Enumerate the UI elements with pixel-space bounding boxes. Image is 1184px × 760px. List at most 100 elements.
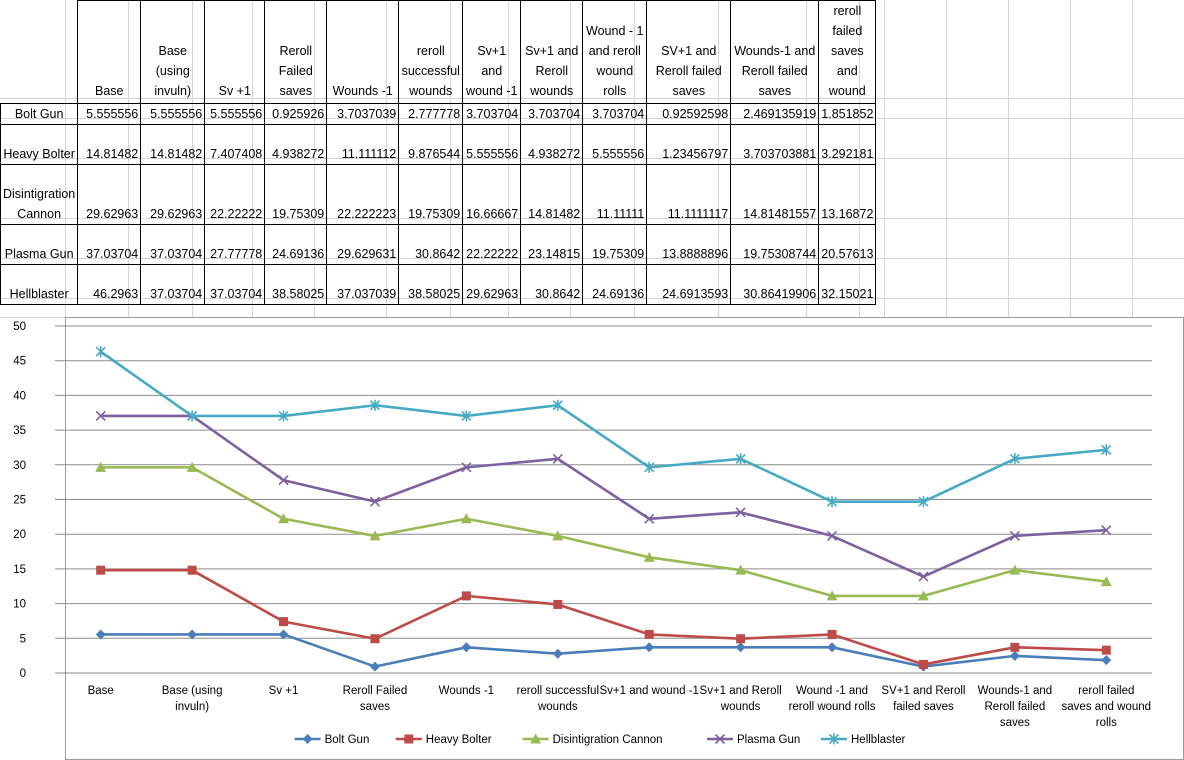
data-point[interactable] [95,629,106,640]
table-cell[interactable]: 3.703704 [520,103,584,125]
data-point[interactable] [1101,444,1112,456]
table-cell[interactable]: 3.7037039 [326,103,400,125]
table-cell[interactable]: 0.92592598 [646,103,732,125]
row-header[interactable]: Hellblaster [0,264,79,305]
series-bolt-gun[interactable] [95,629,1112,672]
data-point[interactable] [461,642,472,653]
table-cell[interactable]: 24.69136 [582,264,648,305]
table-cell[interactable]: 30.86419906 [730,264,820,305]
table-cell[interactable]: 5.555556 [462,124,522,165]
column-header[interactable]: Sv+1 and Reroll wounds [520,0,584,104]
table-cell[interactable]: 11.111112 [326,124,400,165]
data-point[interactable] [187,410,198,422]
series-line[interactable] [100,568,1107,666]
table-cell[interactable]: 30.8642 [398,224,464,265]
data-point[interactable] [1101,525,1112,536]
data-point[interactable] [461,462,472,473]
column-header[interactable]: Wound - 1 and reroll wound rolls [582,0,648,104]
table-cell[interactable]: 22.22222 [204,164,266,225]
data-point[interactable] [827,642,838,653]
data-point[interactable] [1100,576,1112,587]
data-point[interactable] [552,530,564,541]
data-point[interactable] [461,591,471,601]
series-heavy-bolter[interactable] [96,565,1111,669]
table-cell[interactable]: 14.81482 [77,124,142,165]
column-header[interactable]: Sv +1 [204,0,266,104]
data-point[interactable] [644,642,655,653]
data-point[interactable] [1010,642,1020,652]
data-point[interactable] [461,410,472,422]
data-point[interactable] [552,399,563,411]
data-point[interactable] [369,399,381,411]
data-point[interactable] [1009,530,1020,541]
table-cell[interactable]: 4.938272 [520,124,584,165]
table-cell[interactable]: 1.23456797 [646,124,732,165]
data-point[interactable] [1009,650,1020,661]
row-header[interactable]: Disintigration Cannon [0,164,79,225]
column-header[interactable]: Wounds -1 [326,0,400,104]
series-line[interactable] [100,466,1107,598]
table-cell[interactable]: 19.75308744 [730,224,820,265]
table-cell[interactable]: 24.69136 [264,224,328,265]
table-cell[interactable]: 29.62963 [462,264,522,305]
table-cell[interactable]: 37.037039 [326,264,400,305]
table-cell[interactable]: 13.16872 [818,164,877,225]
table-cell[interactable]: 37.03704 [204,264,266,305]
data-point[interactable] [644,513,655,524]
row-header[interactable]: Plasma Gun [0,224,79,265]
series-plasma-gun[interactable] [95,410,1112,582]
data-point[interactable] [553,599,563,609]
table-cell[interactable]: 4.938272 [264,124,328,165]
data-point[interactable] [735,642,746,653]
data-point[interactable] [644,461,655,473]
data-point[interactable] [187,565,197,575]
table-cell[interactable]: 37.03704 [77,224,142,265]
table-cell[interactable]: 3.292181 [818,124,877,165]
legend-entry[interactable]: Disintigration Cannon [522,733,663,747]
data-point[interactable] [735,564,747,575]
table-cell[interactable]: 27.77778 [204,224,266,265]
data-point[interactable] [369,496,381,507]
table-cell[interactable]: 1.851852 [818,103,877,125]
table-cell[interactable]: 22.222223 [326,164,400,225]
table-cell[interactable]: 9.876544 [398,124,464,165]
table-cell[interactable]: 19.75309 [264,164,328,225]
table-cell[interactable]: 0.925926 [264,103,328,125]
table-cell[interactable]: 22.22222 [462,224,522,265]
table-cell[interactable]: 46.2963 [77,264,142,305]
series-line[interactable] [99,350,1107,503]
data-point[interactable] [370,634,380,644]
data-point[interactable] [918,659,928,669]
data-point[interactable] [96,565,106,575]
legend-entry[interactable]: Plasma Gun [707,733,800,746]
data-point[interactable] [279,617,289,627]
data-point[interactable] [369,530,381,541]
data-point[interactable] [95,410,106,422]
table-cell[interactable]: 29.62963 [140,164,206,225]
data-point[interactable] [186,461,198,472]
table-cell[interactable]: 7.407408 [204,124,266,165]
series-disintigration-cannon[interactable] [95,461,1112,601]
table-cell[interactable]: 3.703703881 [730,124,820,165]
data-point[interactable] [826,496,838,508]
table-cell[interactable]: 5.555556 [582,124,648,165]
data-point[interactable] [552,648,563,659]
table-cell[interactable]: 13.8888896 [646,224,732,265]
row-header[interactable]: Heavy Bolter [0,124,79,165]
column-header[interactable]: Base (using invuln) [140,0,206,104]
table-cell[interactable]: 24.6913593 [646,264,732,305]
table-cell[interactable]: 19.75309 [398,164,464,225]
column-header[interactable]: Base [77,0,142,104]
table-cell[interactable]: 19.75309 [582,224,648,265]
data-point[interactable] [460,513,472,524]
data-point[interactable] [1009,564,1021,575]
data-point[interactable] [552,453,563,464]
table-cell[interactable]: 32.15021 [818,264,877,305]
table-cell[interactable]: 11.11111 [582,164,648,225]
data-point[interactable] [735,507,746,518]
data-point[interactable] [1101,645,1111,655]
data-point[interactable] [918,496,929,508]
table-cell[interactable]: 37.03704 [140,224,206,265]
table-cell[interactable]: 29.62963 [77,164,142,225]
data-point[interactable] [1009,453,1020,465]
